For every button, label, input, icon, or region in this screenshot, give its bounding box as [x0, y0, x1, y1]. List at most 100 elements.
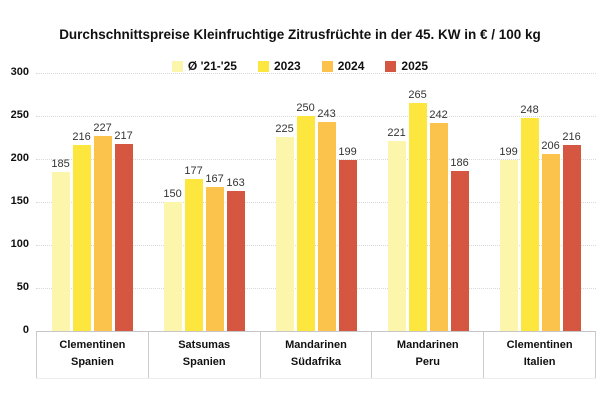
- legend-item: Ø '21-'25: [169, 59, 239, 73]
- bar-wrap: 216: [562, 131, 581, 331]
- bar: [184, 179, 203, 331]
- legend-label: 2024: [337, 59, 365, 73]
- bar-value-label: 217: [114, 130, 133, 142]
- bar: [562, 145, 581, 331]
- category-label-line2: Italien: [523, 355, 556, 368]
- bar-value-label: 221: [387, 127, 406, 139]
- bar: [317, 122, 336, 331]
- category-cell: Satsumas Spanien: [147, 332, 260, 378]
- legend-item: 2024: [319, 59, 367, 73]
- category-label-line2: Spanien: [182, 355, 226, 368]
- category-cell: Clementinen Spanien: [36, 332, 148, 378]
- bar-wrap: 185: [51, 158, 70, 331]
- y-axis-tick-label: 50: [16, 281, 29, 293]
- bar-wrap: 177: [184, 165, 203, 331]
- category-label-line1: Satsumas: [178, 339, 231, 351]
- chart-legend: Ø '21-'25 2023 2024 2025: [0, 59, 600, 73]
- bar-wrap: 217: [114, 130, 133, 331]
- bar: [205, 187, 224, 331]
- bar-value-label: 243: [317, 108, 336, 120]
- bar-value-label: 250: [296, 102, 315, 114]
- gridline: [36, 73, 596, 74]
- bar-value-label: 185: [51, 158, 70, 170]
- bar: [72, 145, 91, 331]
- bar: [338, 160, 357, 331]
- bar-wrap: 186: [450, 157, 469, 331]
- bar: [499, 160, 518, 331]
- bar-value-label: 163: [226, 177, 245, 189]
- bar-value-label: 225: [275, 123, 294, 135]
- bar-wrap: 227: [93, 122, 112, 331]
- y-axis-tick-label: 200: [10, 152, 29, 164]
- bar-value-label: 216: [562, 131, 581, 143]
- bar-wrap: 265: [408, 89, 427, 331]
- category-label-line1: Clementinen: [59, 339, 126, 351]
- chart-title: Durchschnittspreise Kleinfruchtige Zitru…: [59, 27, 541, 42]
- y-axis-tick-label: 150: [10, 195, 29, 207]
- legend-swatch: [385, 60, 397, 72]
- bar-value-label: 150: [163, 188, 182, 200]
- legend-swatch: [257, 60, 269, 72]
- bar: [408, 103, 427, 331]
- plot-area: 185 216 227 217 150 177 167 163 225 250 243 199 221 2…: [36, 73, 596, 331]
- bar-value-label: 199: [499, 146, 518, 158]
- bar-value-label: 216: [72, 131, 91, 143]
- category-cell: Clementinen Italien: [483, 332, 596, 378]
- bar: [163, 202, 182, 331]
- bar-group: 221 265 242 186: [372, 73, 484, 331]
- bar: [387, 141, 406, 331]
- category-label-line2: Peru: [415, 355, 441, 368]
- bar-group: 225 250 243 199: [260, 73, 372, 331]
- gridline: [36, 202, 596, 203]
- bar-wrap: 199: [338, 146, 357, 331]
- bar-value-label: 242: [429, 109, 448, 121]
- bar: [226, 191, 245, 331]
- legend-label: 2025: [401, 59, 429, 73]
- category-axis: Clementinen Spanien Satsumas Spanien Mandari…: [36, 331, 596, 379]
- bar-value-label: 199: [338, 146, 357, 158]
- bar-group: 199 248 206 216: [484, 73, 596, 331]
- legend-swatch: [321, 60, 333, 72]
- bar-value-label: 227: [93, 122, 112, 134]
- bar-wrap: 248: [520, 104, 539, 331]
- bar-groups: 185 216 227 217 150 177 167 163 225 250 243 199 221 2…: [36, 73, 596, 331]
- gridline: [36, 159, 596, 160]
- legend-swatch: [171, 60, 183, 72]
- bar-wrap: 225: [275, 123, 294, 331]
- bar-value-label: 186: [450, 157, 469, 169]
- bar-wrap: 216: [72, 131, 91, 331]
- gridline: [36, 245, 596, 246]
- category-label-line1: Clementinen: [506, 339, 573, 351]
- bar-wrap: 243: [317, 108, 336, 331]
- bar-wrap: 199: [499, 146, 518, 331]
- legend-label: Ø '21-'25: [187, 59, 237, 73]
- y-axis-tick-label: 300: [10, 66, 29, 78]
- bar: [296, 116, 315, 331]
- category-label-line2: Spanien: [71, 355, 114, 368]
- bar-wrap: 163: [226, 177, 245, 331]
- bar-wrap: 167: [205, 173, 224, 331]
- bar-wrap: 206: [541, 140, 560, 331]
- bar: [114, 144, 133, 331]
- bar-value-label: 167: [205, 173, 224, 185]
- bar: [520, 118, 539, 331]
- bar-wrap: 221: [387, 127, 406, 331]
- bar: [429, 123, 448, 331]
- bar: [275, 137, 294, 331]
- bar-value-label: 248: [520, 104, 539, 116]
- bar-wrap: 242: [429, 109, 448, 331]
- category-cell: Mandarinen Südafrika: [259, 332, 372, 378]
- legend-label: 2023: [273, 59, 301, 73]
- bar-value-label: 265: [408, 89, 427, 101]
- bar: [450, 171, 469, 331]
- y-axis-tick-label: 250: [10, 109, 29, 121]
- category-label-line2: Südafrika: [290, 355, 342, 368]
- bar-group: 185 216 227 217: [36, 73, 148, 331]
- legend-item: 2023: [255, 59, 303, 73]
- bar: [541, 154, 560, 331]
- y-axis-tick-label: 100: [10, 238, 29, 250]
- gridline: [36, 116, 596, 117]
- category-label-line1: Mandarinen: [396, 339, 459, 351]
- bar: [51, 172, 70, 331]
